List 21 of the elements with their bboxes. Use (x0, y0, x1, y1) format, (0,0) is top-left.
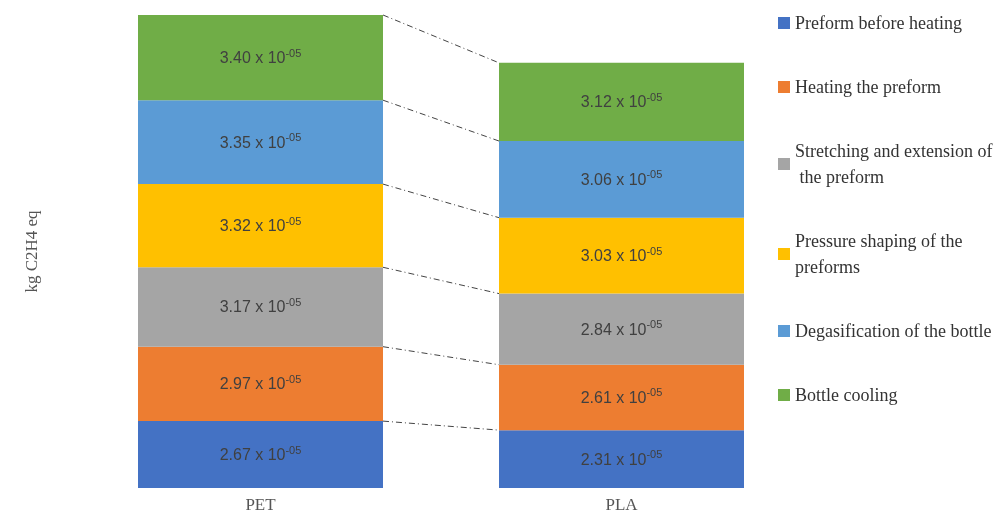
bar (138, 100, 383, 185)
legend-label: Bottle cooling (795, 385, 898, 405)
bar (499, 217, 744, 294)
bar (499, 141, 744, 218)
bar (138, 267, 383, 347)
bar (499, 430, 744, 488)
bar (499, 364, 744, 431)
x-tick-label: PET (245, 495, 277, 514)
legend-label: Degasification of the bottle (795, 321, 992, 341)
bar (138, 184, 383, 268)
legend-label: Heating the preform (795, 77, 941, 97)
bar (499, 62, 744, 142)
legend-label: Stretching and extension of the preform (795, 141, 993, 187)
x-tick-label: PLA (605, 495, 639, 514)
legend-label: Pressure shaping of the preforms (795, 231, 967, 277)
bar (138, 15, 383, 101)
y-axis-title: kg C2H4 eq (22, 209, 41, 293)
bar (138, 346, 383, 422)
bar (499, 293, 744, 365)
legend-label: Preform before heating (795, 13, 962, 33)
bar (138, 421, 383, 488)
